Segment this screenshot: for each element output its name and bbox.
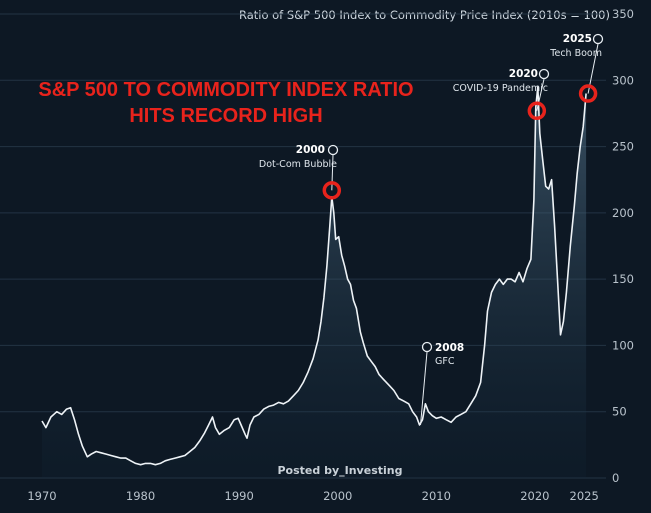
annotation-marker-2020	[538, 68, 550, 80]
annotation-marker-2000	[327, 144, 339, 156]
y-tick-0: 0	[612, 471, 619, 485]
annotation-year-2000: 2000	[296, 144, 325, 156]
annotation-2000: 2000 Dot-Com Bubble	[259, 144, 342, 200]
x-tick-2025: 2025	[570, 489, 599, 503]
annotation-label-2000: Dot-Com Bubble	[259, 159, 337, 170]
x-tick-1970: 1970	[27, 489, 56, 503]
highlight-ring-2000	[322, 181, 342, 200]
grid-lines	[0, 13, 606, 479]
watermark: Posted by_Investing	[278, 464, 403, 477]
highlight-ring-2025	[578, 84, 598, 103]
annotation-2025: 2025 Tech Boom	[549, 33, 604, 103]
y-tick-350: 350	[612, 7, 634, 21]
headline-line-2: HITS RECORD HIGH	[129, 105, 322, 127]
y-tick-150: 150	[612, 272, 634, 286]
y-tick-200: 200	[612, 206, 634, 220]
x-tick-2010: 2010	[422, 489, 451, 503]
annotations: 2000 Dot-Com Bubble 2008 GFC 2020 COVID-19 Pa…	[259, 33, 604, 426]
annotation-label-2020: COVID-19 Pandemic	[453, 83, 548, 94]
annotation-leader-2008	[420, 351, 428, 426]
annotation-year-2020: 2020	[509, 68, 538, 80]
annotation-marker-2008	[421, 341, 433, 353]
x-tick-2000: 2000	[323, 489, 352, 503]
y-tick-50: 50	[612, 405, 627, 419]
series-area-fill	[42, 86, 587, 479]
headline-line-1: S&P 500 TO COMMODITY INDEX RATIO	[38, 79, 413, 101]
chart-title: Ratio of S&P 500 Index to Commodity Pric…	[239, 8, 610, 22]
annotation-marker-2025	[592, 33, 604, 45]
annotation-label-2008: GFC	[435, 356, 455, 367]
y-tick-300: 300	[612, 73, 634, 87]
y-tick-250: 250	[612, 140, 634, 154]
highlight-ring-2020	[527, 101, 547, 121]
annotation-leader-2020	[536, 78, 545, 111]
x-tick-1990: 1990	[225, 489, 254, 503]
annotation-year-2008: 2008	[435, 342, 464, 354]
axis-ticks: 0 50 100 150 200 250 300 350 1970 1980 1990 2000 201…	[27, 7, 634, 503]
annotation-year-2025: 2025	[563, 33, 592, 45]
plot-area	[41, 86, 587, 479]
annotation-label-2025: Tech Boom	[549, 48, 602, 59]
annotation-2020: 2020 COVID-19 Pandemic	[453, 68, 550, 121]
x-tick-1980: 1980	[126, 489, 155, 503]
x-tick-2020: 2020	[520, 489, 549, 503]
y-tick-100: 100	[612, 338, 634, 352]
annotation-2008: 2008 GFC	[420, 341, 464, 426]
series-line	[41, 86, 587, 466]
